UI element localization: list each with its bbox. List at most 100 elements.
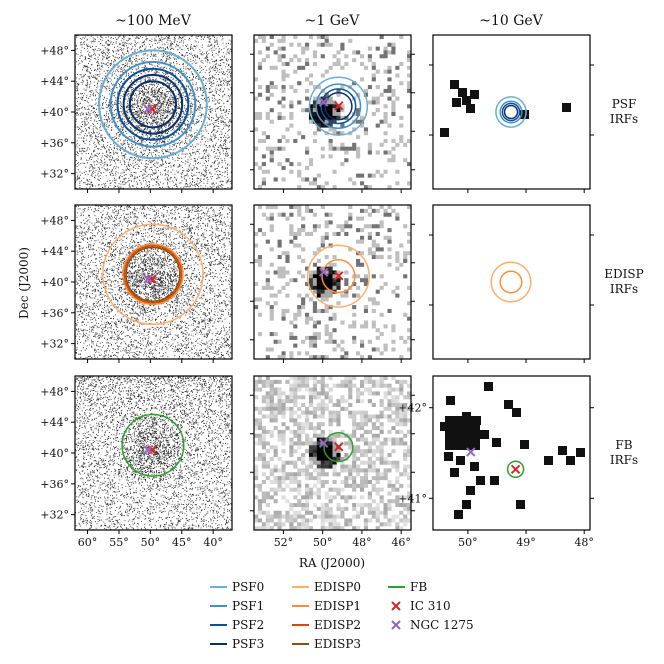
count-bin [316, 464, 321, 469]
count-bin [359, 479, 365, 484]
count-bin [395, 285, 400, 290]
count-bin [265, 355, 270, 359]
count-bin [269, 487, 274, 492]
count-bin [403, 274, 408, 279]
legend-label-edisp1: EDISP1 [314, 599, 361, 613]
count-bin [265, 391, 270, 396]
count-bin [332, 339, 337, 344]
count-bin [403, 406, 408, 411]
count-bin [273, 379, 278, 384]
count-bin [305, 472, 310, 477]
count-bin [332, 410, 337, 415]
y-tick-label: +36° [40, 137, 69, 150]
count-bin [297, 65, 302, 70]
count-bin [332, 108, 337, 113]
count-bin [367, 100, 372, 105]
count-bin [344, 376, 349, 381]
count-bin [312, 460, 318, 465]
count-bin [308, 81, 314, 86]
count-bin [395, 514, 400, 519]
count-bin [328, 96, 333, 101]
count-bin [399, 518, 404, 523]
count-bin [375, 445, 380, 450]
count-bin [257, 297, 263, 302]
count-bin [391, 514, 396, 519]
count-bin [340, 355, 345, 359]
count-bin [332, 453, 337, 458]
count-bin [395, 142, 400, 147]
count-bin [261, 58, 266, 63]
count-bin [289, 85, 294, 90]
count-bin [371, 441, 376, 446]
count-bin [254, 282, 259, 287]
count-bin [403, 472, 408, 477]
count-bin [269, 247, 274, 252]
count-bin [395, 441, 400, 446]
count-bin [293, 379, 298, 384]
count-bin [269, 518, 274, 523]
y-tick-label: +40° [40, 276, 69, 289]
count-bin [269, 399, 274, 404]
count-bin [356, 395, 361, 400]
count-bin [387, 308, 392, 313]
count-bin [379, 142, 384, 147]
count-bin [379, 499, 384, 504]
count-bin [301, 402, 306, 407]
legend: PSF0 PSF1 PSF2 PSF3 EDISP0 EDISP1 EDISP2… [210, 580, 474, 651]
count-bin [403, 255, 408, 260]
count-bin [332, 347, 337, 352]
count-bin [254, 146, 259, 151]
count-bin [281, 522, 286, 527]
count-bin [261, 495, 266, 500]
count-bin [316, 42, 321, 47]
count-bin [301, 503, 306, 508]
count-bin [328, 212, 333, 217]
count-bin [387, 387, 392, 392]
count-bin [363, 65, 369, 70]
count-bin [316, 224, 321, 229]
count-bin [379, 54, 384, 59]
count-bin [301, 453, 306, 458]
count-bin [312, 119, 318, 124]
count-bin [324, 278, 329, 283]
count-bin [289, 479, 294, 484]
count-bin [301, 258, 306, 263]
count-bin [297, 429, 302, 434]
count-bin [293, 514, 298, 519]
count-bin [391, 410, 396, 415]
count-bin [320, 526, 325, 530]
count-bin [332, 131, 337, 136]
count-bin [407, 58, 411, 63]
count-bin [261, 433, 266, 438]
count-bin [328, 123, 333, 128]
count-bin [367, 449, 372, 454]
count-bin [308, 410, 314, 415]
count-bin [308, 441, 314, 446]
count-bin [316, 395, 321, 400]
count-bin [324, 526, 329, 530]
count-bin [352, 50, 357, 55]
count-bin [316, 460, 321, 465]
count-bin [261, 406, 266, 411]
count-bin [297, 212, 302, 217]
count-bin [340, 464, 345, 469]
count-bin [316, 35, 321, 40]
count-bin [281, 495, 286, 500]
count-bin [332, 278, 337, 283]
count-bin [340, 339, 345, 344]
count-bin [336, 514, 341, 519]
count-bin [363, 472, 369, 477]
count-bin [363, 308, 369, 313]
count-bin [399, 335, 404, 340]
count-bin [305, 312, 310, 317]
count-bin [297, 308, 302, 313]
count-bin [254, 112, 259, 117]
count-bin [305, 383, 310, 388]
count-bin [265, 278, 270, 283]
count-bin [332, 464, 337, 469]
count-bin [265, 503, 270, 508]
count-bin [379, 429, 384, 434]
count-bin [316, 335, 321, 340]
count-bin [305, 58, 310, 63]
count-bin [399, 262, 404, 267]
